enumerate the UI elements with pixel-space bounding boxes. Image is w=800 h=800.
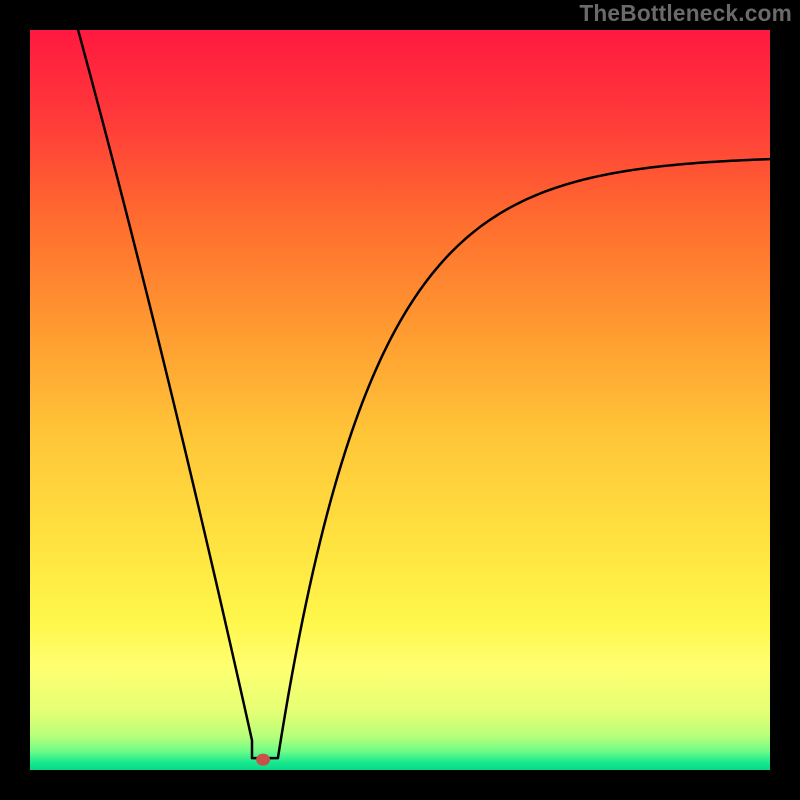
chart-frame: TheBottleneck.com (0, 0, 800, 800)
gradient-background (30, 30, 770, 770)
min-marker (256, 754, 270, 766)
chart-svg (30, 30, 770, 770)
plot-area (30, 30, 770, 770)
watermark-text: TheBottleneck.com (579, 0, 792, 27)
